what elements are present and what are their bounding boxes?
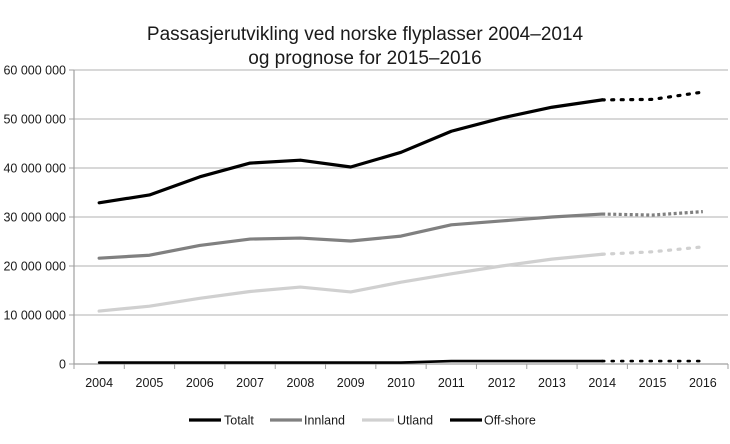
- legend-label-totalt: Totalt: [224, 414, 254, 428]
- series-forecast-line-innland: [602, 210, 703, 217]
- series-forecast-line-totalt: [600, 90, 705, 102]
- legend-label-off-shore: Off-shore: [484, 414, 536, 428]
- series-lines: [97, 90, 705, 364]
- series-line-innland: [97, 212, 604, 260]
- axes: [73, 70, 729, 369]
- legend-label-innland: Innland: [304, 414, 345, 428]
- x-tick-label: 2007: [236, 376, 264, 390]
- gridlines: [69, 69, 728, 365]
- x-tick-label: 2014: [588, 376, 616, 390]
- x-tick-label: 2013: [538, 376, 566, 390]
- x-tick-label: 2015: [639, 376, 667, 390]
- chart-title-line-1: Passasjerutvikling ved norske flyplasser…: [147, 24, 584, 45]
- x-tick-label: 2016: [689, 376, 717, 390]
- series-line-utland: [97, 252, 604, 313]
- x-tick-label: 2006: [186, 376, 214, 390]
- x-tick-label: 2012: [488, 376, 516, 390]
- series-forecast-line-utland: [600, 245, 705, 256]
- y-tick-label: 50 000 000: [3, 113, 66, 127]
- x-axis-tick-labels: 2004 2005 2006 2007 2008 2009 2010 2011 2012 2013…: [85, 376, 717, 390]
- y-tick-label: 20 000 000: [3, 260, 66, 274]
- y-tick-label: 0: [59, 358, 66, 372]
- series-line-totalt: [97, 98, 604, 205]
- y-axis-tick-labels: 0 10 000 000 20 000 000 30 000 000 40 000 00…: [3, 64, 66, 372]
- y-tick-label: 10 000 000: [3, 309, 66, 323]
- x-tick-label: 2008: [286, 376, 314, 390]
- chart-title-line-2: og prognose for 2015–2016: [248, 48, 481, 69]
- y-tick-label: 60 000 000: [3, 64, 66, 78]
- legend: Totalt Innland Utland Off-shore: [189, 414, 536, 428]
- x-tick-label: 2005: [136, 376, 164, 390]
- series-line-off-shore: [97, 359, 604, 364]
- y-tick-label: 30 000 000: [3, 211, 66, 225]
- x-tick-label: 2009: [337, 376, 365, 390]
- x-tick-label: 2010: [387, 376, 415, 390]
- x-tick-label: 2011: [438, 376, 465, 390]
- legend-label-utland: Utland: [397, 414, 433, 428]
- x-tick-label: 2004: [85, 376, 113, 390]
- y-tick-label: 40 000 000: [3, 162, 66, 176]
